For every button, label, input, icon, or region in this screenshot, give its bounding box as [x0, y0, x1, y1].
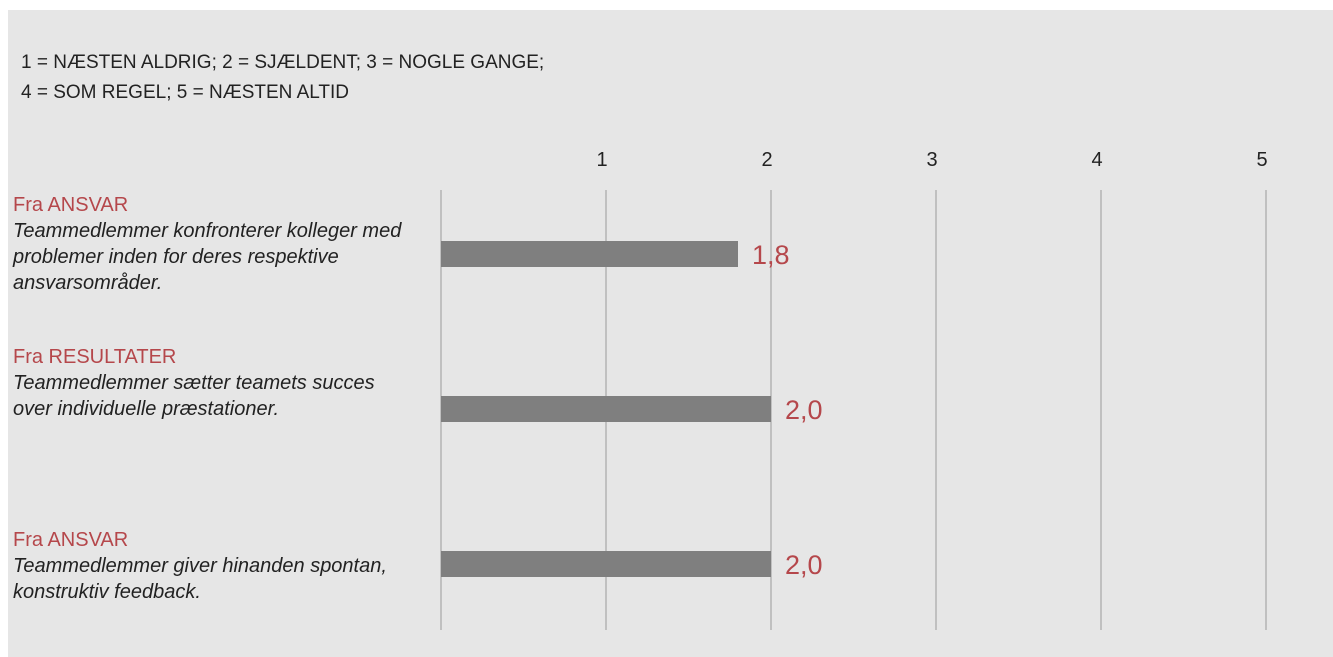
category-source-2: Fra RESULTATER: [13, 346, 177, 368]
x-tick-label-3: 3: [926, 149, 937, 171]
x-tick-label-2: 2: [761, 149, 772, 171]
category-label-1: Fra ANSVAR Teammedlemmer konfronterer ko…: [13, 192, 408, 296]
value-label-1: 1,8: [752, 240, 790, 270]
chart-panel: [8, 10, 1333, 657]
scale-legend-line-2: 4 = SOM REGEL; 5 = NÆSTEN ALTID: [21, 82, 350, 103]
category-label-2: Fra RESULTATER Teammedlemmer sætter team…: [13, 344, 408, 422]
value-label-2: 2,0: [785, 395, 823, 425]
category-statement-2: Teammedlemmer sætter teamets succes over…: [13, 372, 375, 420]
x-tick-label-4: 4: [1091, 149, 1102, 171]
category-source-3: Fra ANSVAR: [13, 529, 129, 551]
value-label-3: 2,0: [785, 550, 823, 580]
category-source-1: Fra ANSVAR: [13, 194, 129, 216]
category-statement-1: Teammedlemmer konfronterer kolleger med …: [13, 220, 402, 294]
category-statement-3: Teammedlemmer giver hinanden spontan, ko…: [13, 555, 387, 603]
scale-legend: 1 = NÆSTEN ALDRIG; 2 = SJÆLDENT; 3 = NOG…: [21, 48, 544, 108]
bar-2: [441, 396, 771, 422]
x-tick-label-5: 5: [1256, 149, 1267, 171]
scale-legend-line-1: 1 = NÆSTEN ALDRIG; 2 = SJÆLDENT; 3 = NOG…: [21, 52, 545, 73]
bar-3: [441, 551, 771, 577]
bar-1: [441, 241, 738, 267]
category-label-3: Fra ANSVAR Teammedlemmer giver hinanden …: [13, 527, 408, 605]
x-tick-label-1: 1: [596, 149, 607, 171]
